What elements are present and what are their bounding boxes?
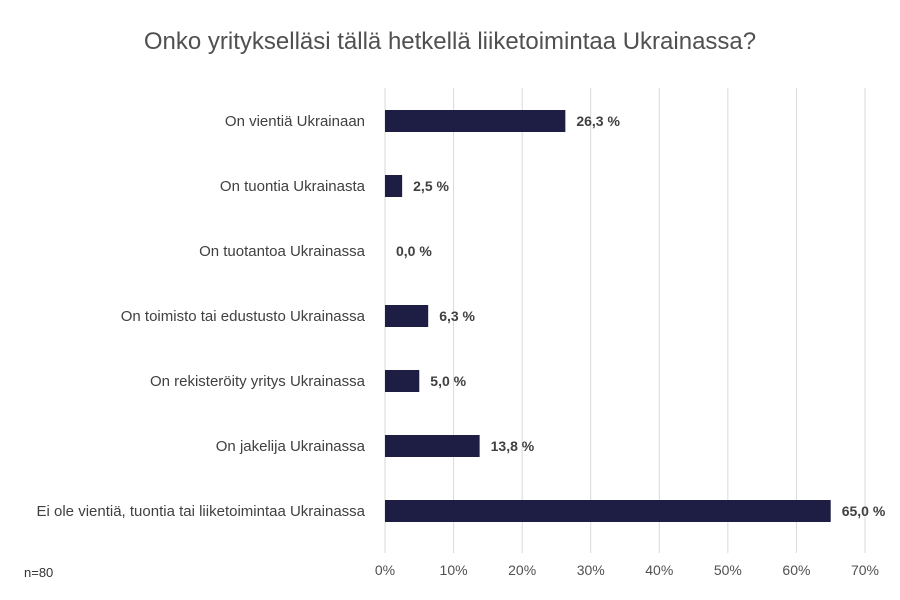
category-label: On toimisto tai edustusto Ukrainassa	[121, 308, 366, 325]
value-label: 2,5 %	[413, 178, 449, 194]
x-tick-label: 40%	[645, 562, 673, 578]
chart-title: Onko yritykselläsi tällä hetkellä liiket…	[143, 28, 757, 55]
category-label: On rekisteröity yritys Ukrainassa	[150, 373, 366, 390]
category-label: On jakelija Ukrainassa	[216, 438, 366, 455]
bar	[385, 110, 566, 132]
value-label: 26,3 %	[576, 113, 620, 129]
x-tick-label: 20%	[508, 562, 536, 578]
x-tick-label: 50%	[714, 562, 742, 578]
bar	[385, 500, 831, 522]
labels: 0% 10% 20% 30% 40% 50% 60% 70% On vientiä Ukrain…	[37, 113, 886, 578]
x-tick-label: 10%	[440, 562, 468, 578]
category-label: On tuontia Ukrainasta	[220, 178, 366, 195]
x-tick-label: 30%	[577, 562, 605, 578]
x-tick-label: 0%	[375, 562, 395, 578]
bar	[385, 305, 429, 327]
value-label: 5,0 %	[430, 373, 466, 389]
category-label: On vientiä Ukrainaan	[225, 113, 365, 130]
value-label: 13,8 %	[491, 438, 535, 454]
bar	[385, 370, 420, 392]
bar	[385, 175, 403, 197]
gridlines	[384, 88, 866, 553]
value-label: 0,0 %	[396, 243, 432, 259]
sample-size-note: n=80	[24, 565, 54, 580]
category-label: Ei ole vientiä, tuontia tai liiketoimint…	[37, 503, 366, 520]
value-label: 65,0 %	[842, 503, 886, 519]
x-tick-label: 70%	[851, 562, 879, 578]
category-label: On tuotantoa Ukrainassa	[199, 243, 366, 260]
value-label: 6,3 %	[439, 308, 475, 324]
bars	[385, 110, 831, 522]
x-tick-label: 60%	[782, 562, 810, 578]
bar	[385, 435, 480, 457]
